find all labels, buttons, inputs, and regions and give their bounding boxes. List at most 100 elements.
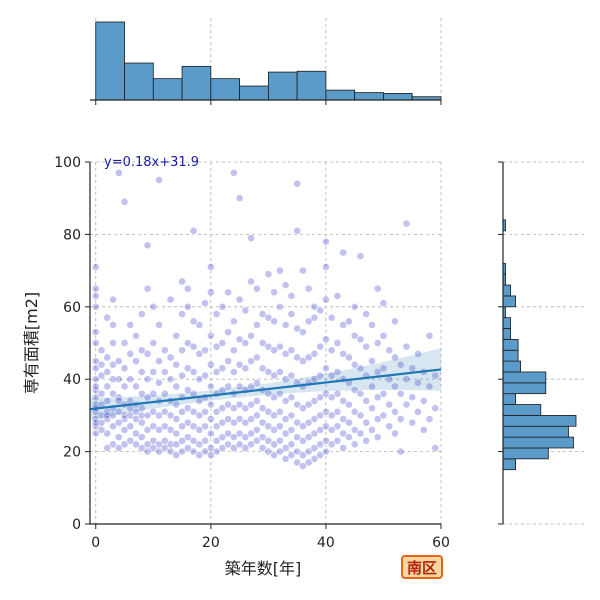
scatter-point <box>201 407 209 416</box>
scatter-point <box>183 418 192 427</box>
scatter-point <box>224 440 232 449</box>
scatter-point <box>206 331 215 340</box>
scatter-point <box>229 404 238 413</box>
scatter-point <box>391 407 399 416</box>
scatter-point <box>224 415 232 423</box>
scatter-point <box>258 433 267 442</box>
x-hist-bar <box>383 93 413 101</box>
scatter-point <box>299 404 307 413</box>
x-tick-label: 20 <box>202 535 220 551</box>
scatter-point <box>166 411 175 420</box>
y-hist-bar <box>502 349 519 362</box>
scatter-point <box>258 418 267 427</box>
scatter-point <box>137 389 146 398</box>
scatter-point <box>373 433 382 442</box>
scatter-point <box>252 353 261 362</box>
scatter-point <box>368 425 376 434</box>
scatter-point <box>350 425 359 434</box>
scatter-point <box>281 375 290 384</box>
scatter-point <box>212 447 221 456</box>
scatter-point <box>287 393 296 402</box>
scatter-point <box>126 349 135 358</box>
scatter-point <box>143 393 152 402</box>
scatter-point <box>241 339 250 347</box>
scatter-point <box>333 436 342 445</box>
scatter-point <box>229 433 238 442</box>
scatter-point <box>235 429 244 438</box>
scatter-point <box>304 400 313 409</box>
scatter-point <box>356 389 365 398</box>
scatter-point <box>402 375 411 384</box>
scatter-point <box>310 349 319 358</box>
scatter-point <box>155 440 163 449</box>
scatter-point <box>183 404 192 413</box>
scatter-point <box>137 368 146 376</box>
scatter-point <box>218 364 227 373</box>
scatter-point <box>293 433 302 442</box>
scatter-point <box>195 375 204 384</box>
scatter-point <box>155 425 163 434</box>
scatter-point <box>419 425 428 434</box>
scatter-point <box>275 407 284 416</box>
scatter-point <box>350 302 359 311</box>
scatter-point <box>132 357 140 365</box>
y-hist-bar <box>502 458 516 471</box>
scatter-point <box>379 389 388 398</box>
scatter-point <box>212 436 221 445</box>
scatter-point <box>155 411 163 420</box>
scatter-point <box>103 313 112 322</box>
scatter-point <box>316 371 325 380</box>
scatter-point <box>333 422 342 431</box>
scatter-point <box>143 425 152 434</box>
scatter-point <box>114 418 123 427</box>
scatter-point <box>425 382 434 391</box>
y-axis-label: 専有面積[m2] <box>22 292 41 394</box>
scatter-point <box>252 284 261 293</box>
scatter-point <box>172 451 181 460</box>
scatter-point <box>350 440 359 449</box>
scatter-point <box>247 415 256 423</box>
scatter-point <box>339 320 348 329</box>
scatter-point <box>402 342 411 351</box>
scatter-point <box>339 397 348 405</box>
scatter-point <box>120 364 129 373</box>
scatter-point <box>109 339 117 347</box>
scatter-point <box>97 411 106 420</box>
scatter-point <box>189 226 198 235</box>
scatter-point <box>345 418 353 427</box>
scatter-point <box>189 317 198 326</box>
scatter-point <box>149 302 158 311</box>
scatter-point <box>275 436 284 445</box>
scatter-point <box>103 382 112 391</box>
scatter-point <box>149 407 158 416</box>
scatter-point <box>103 397 112 405</box>
scatter-point <box>408 393 417 402</box>
scatter-point <box>362 342 371 351</box>
scatter-point <box>201 346 209 355</box>
scatter-point <box>137 310 146 318</box>
main-ticks: 0 20 40 60 0 20 40 60 80 100 <box>54 155 450 551</box>
scatter-point <box>160 436 169 445</box>
scatter-point <box>172 429 181 438</box>
regression <box>89 348 442 421</box>
scatter-point <box>218 339 227 347</box>
scatter-point <box>247 429 256 438</box>
scatter-point <box>431 371 440 380</box>
scatter-point <box>327 440 336 449</box>
scatter-point <box>155 320 163 329</box>
scatter-point <box>264 270 273 279</box>
scatter-point <box>322 263 330 271</box>
scatter-point <box>178 371 186 380</box>
scatter-point <box>252 397 261 405</box>
scatter-point <box>252 378 261 387</box>
scatter-point <box>316 306 325 315</box>
scatter-point <box>333 339 342 347</box>
scatter-point <box>270 371 279 380</box>
scatter-point <box>166 440 175 449</box>
scatter-point <box>379 331 388 340</box>
scatter-point <box>229 346 238 355</box>
scatter-point <box>160 389 169 398</box>
scatter-point <box>109 422 117 431</box>
scatter-point <box>368 404 376 413</box>
scatter-point <box>310 397 319 405</box>
